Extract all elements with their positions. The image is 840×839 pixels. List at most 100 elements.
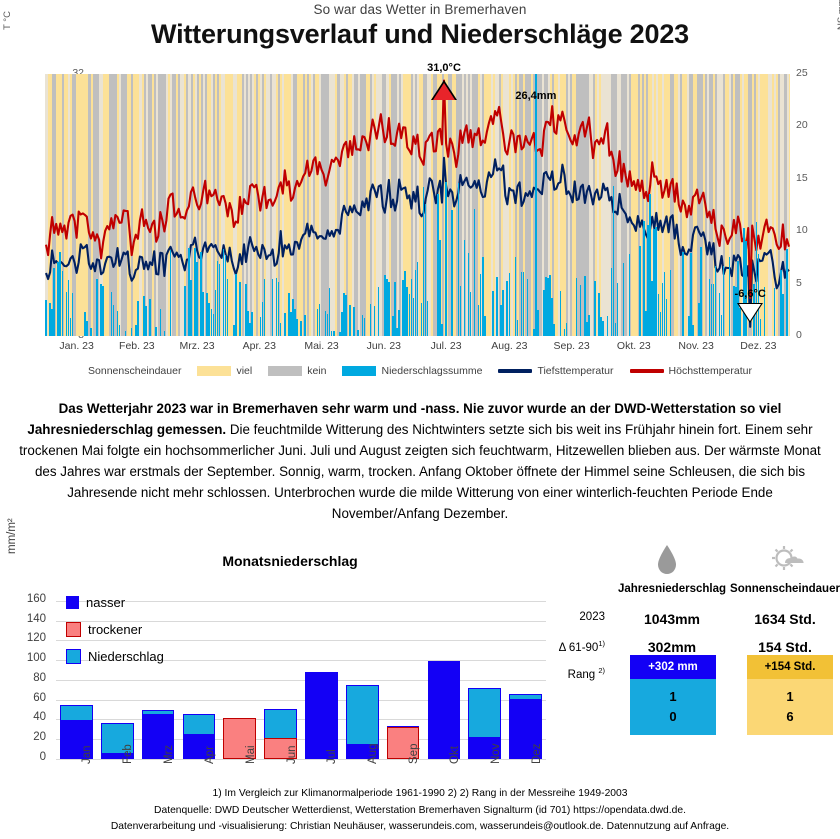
- precipitation-bar: [439, 240, 441, 336]
- sunshine-day-band: [741, 74, 744, 336]
- monthly-precipitation-chart: mm/m² Monatsniederschlag 0 20 40 60 80 100 120…: [0, 518, 570, 790]
- precipitation-bar: [584, 276, 586, 336]
- precipitation-bar: [145, 305, 147, 336]
- sunshine-day-band: [463, 74, 467, 336]
- precipitation-bar: [57, 261, 59, 336]
- sunshine-day-band: [77, 74, 81, 336]
- main-chart-y-tick-right: 25: [796, 67, 808, 79]
- sunshine-day-band: [555, 74, 558, 336]
- precipitation-bar: [669, 270, 672, 336]
- sunshine-day-band: [336, 74, 340, 336]
- sunshine-day-band: [598, 74, 601, 336]
- sunshine-day-band: [722, 74, 726, 336]
- precipitation-bar: [712, 283, 715, 336]
- summary-paragraph-rest: Die feuchtmilde Witterung des Nichtwinte…: [19, 422, 821, 521]
- sunshine-day-band: [440, 74, 444, 336]
- precipitation-bar: [373, 305, 376, 336]
- sunshine-day-band: [110, 74, 113, 336]
- sunshine-day-band: [622, 74, 626, 336]
- sunshine-day-band: [663, 74, 667, 336]
- precipitation-bar: [414, 270, 417, 336]
- precipitation-bar: [394, 281, 396, 336]
- sunshine-day-band: [183, 74, 187, 336]
- sunshine-day-band: [59, 74, 62, 336]
- sunshine-day-band: [67, 74, 71, 336]
- sunshine-day-band: [604, 74, 607, 336]
- precipitation-bar: [210, 308, 213, 336]
- bar-legend-swatch: [66, 596, 79, 609]
- main-chart-x-label: Apr. 23: [242, 340, 276, 352]
- precipitation-bar: [420, 302, 423, 336]
- precipitation-bar: [416, 262, 419, 336]
- precipitation-bar: [100, 284, 102, 336]
- main-chart-right-axis-unit: NS mm: [836, 0, 840, 30]
- sunshine-day-band: [373, 74, 377, 336]
- precipitation-bar: [51, 308, 53, 336]
- sunshine-day-band: [543, 74, 546, 336]
- bar-chart-gridline: [56, 660, 546, 662]
- sunshine-day-band: [777, 74, 781, 336]
- sunshine-day-band: [675, 74, 679, 336]
- bar-segment-trockener: [386, 727, 420, 759]
- sunshine-day-band: [220, 74, 224, 336]
- sunshine-day-band: [249, 74, 252, 336]
- sunshine-day-band: [724, 74, 728, 336]
- precipitation-bar: [404, 270, 406, 336]
- sunshine-day-band: [255, 74, 258, 336]
- precipitation-bar: [722, 265, 725, 336]
- sunshine-day-band: [112, 74, 115, 336]
- precipitation-bar: [412, 297, 415, 336]
- sunshine-day-band: [685, 74, 689, 336]
- sunshine-day-band: [540, 74, 544, 336]
- sun-rank-digit-2: 6: [786, 709, 794, 724]
- precipitation-bar: [232, 324, 235, 336]
- sunshine-day-band: [334, 74, 338, 336]
- precipitation-bar: [645, 310, 647, 336]
- bar-chart-x-label: Mrz: [163, 744, 176, 764]
- bar-chart-plot-area: [56, 591, 546, 760]
- sunshine-day-band: [667, 74, 671, 336]
- bar-chart-x-label: Jul: [326, 749, 339, 764]
- sunshine-day-band: [122, 74, 126, 336]
- main-chart-x-label: Dez. 23: [740, 340, 777, 352]
- precipitation-bar: [628, 254, 631, 336]
- precipitation-bar: [565, 323, 568, 336]
- sunshine-day-band: [538, 74, 542, 336]
- sunshine-day-band: [242, 74, 246, 336]
- sunshine-day-band: [589, 74, 593, 336]
- precipitation-bar: [324, 311, 327, 336]
- legend-swatch: [498, 369, 533, 373]
- main-chart-x-label: Aug. 23: [491, 340, 528, 352]
- sunshine-day-band: [492, 74, 495, 336]
- sunshine-day-band: [549, 74, 552, 336]
- precipitation-bar: [743, 227, 745, 336]
- main-chart-left-axis-unit: T °C: [2, 11, 13, 30]
- sunshine-day-band: [569, 74, 573, 336]
- sunshine-day-band: [198, 74, 201, 336]
- sunshine-day-band: [81, 74, 85, 336]
- sunshine-day-band: [641, 74, 644, 336]
- sunshine-day-band: [712, 74, 716, 336]
- bar-segment-nasser: [305, 672, 338, 759]
- sunshine-day-band: [781, 74, 785, 336]
- precipitation-bar: [183, 286, 186, 336]
- precipitation-bar: [294, 308, 296, 336]
- main-chart-x-label: Sep. 23: [553, 340, 590, 352]
- sunshine-day-band: [626, 74, 630, 336]
- sunshine-day-band: [430, 74, 434, 336]
- sunshine-day-band: [787, 74, 790, 336]
- sunshine-day-band: [785, 74, 789, 336]
- precipitation-bar: [326, 313, 329, 336]
- sunshine-day-band: [210, 74, 213, 336]
- precipitation-bar: [602, 320, 604, 336]
- sunshine-day-band: [230, 74, 234, 336]
- precipitation-bar: [369, 303, 372, 336]
- precipitation-bar: [459, 285, 462, 336]
- annotation-max-temp: 31,0°C: [427, 62, 461, 74]
- bar-legend-swatch: [66, 649, 81, 664]
- bar-legend-label: trockener: [88, 622, 143, 637]
- precipitation-bar: [118, 324, 121, 336]
- sunshine-day-band: [281, 74, 285, 336]
- bar-segment-nasser: [345, 744, 379, 759]
- sunshine-day-band: [298, 74, 301, 336]
